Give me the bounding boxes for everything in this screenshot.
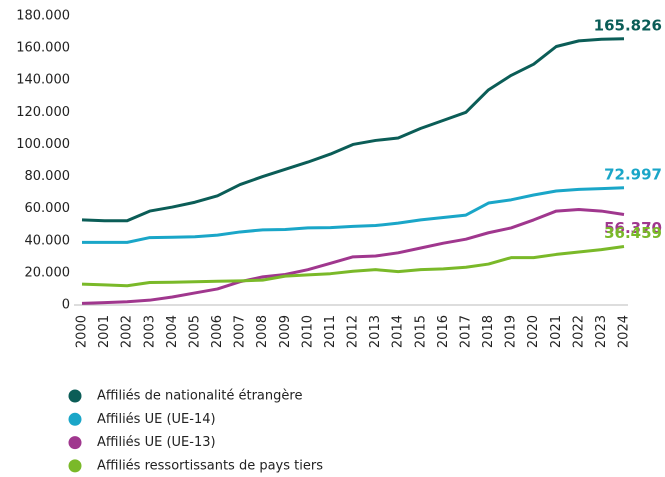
x-tick-label: 2004 — [165, 315, 180, 348]
end-value-label: 72.997 — [604, 165, 662, 183]
legend-label: Affiliés de nationalité étrangère — [97, 389, 302, 404]
x-tick-label: 2024 — [617, 315, 632, 348]
y-tick-label: 140.000 — [16, 73, 70, 88]
legend-marker — [68, 436, 82, 450]
x-tick-label: 2015 — [413, 315, 428, 348]
x-tick-label: 2022 — [571, 315, 586, 348]
x-tick-label: 2009 — [278, 315, 293, 348]
y-tick-label: 80.000 — [25, 169, 71, 184]
x-tick-label: 2014 — [391, 315, 406, 348]
x-tick-label: 2005 — [187, 315, 202, 348]
x-tick-label: 2019 — [504, 315, 519, 348]
y-tick-label: 20.000 — [25, 265, 71, 280]
series-line — [81, 207, 625, 305]
x-tick-label: 2020 — [526, 315, 541, 348]
end-value-label: 56.370 — [604, 219, 662, 237]
y-tick-label: 160.000 — [16, 41, 70, 56]
end-value-label: 36.459 — [604, 224, 662, 242]
x-tick-label: 2008 — [255, 315, 270, 348]
legend-marker — [68, 459, 82, 473]
x-tick-label: 2000 — [75, 315, 90, 348]
series-line — [82, 186, 625, 244]
y-tick-label: 60.000 — [25, 201, 71, 216]
x-tick-label: 2016 — [436, 315, 451, 348]
y-tick-label: 0 — [62, 298, 70, 313]
x-tick-label: 2023 — [594, 315, 609, 348]
legend-label: Affiliés UE (UE-14) — [97, 412, 216, 427]
x-tick-label: 2013 — [368, 315, 383, 348]
x-tick-label: 2007 — [233, 315, 248, 348]
x-tick-label: 2001 — [97, 315, 112, 348]
legend-label: Affiliés ressortissants de pays tiers — [97, 458, 323, 473]
x-tick-label: 2010 — [300, 315, 315, 348]
x-tick-label: 2006 — [210, 315, 225, 348]
series-line — [81, 37, 625, 223]
x-tick-label: 2002 — [120, 315, 135, 348]
legend-label: Affiliés UE (UE-13) — [97, 435, 216, 450]
y-tick-label: 120.000 — [16, 105, 70, 120]
series-line — [81, 244, 625, 288]
x-tick-label: 2021 — [549, 315, 564, 348]
end-value-label: 165.826 — [594, 16, 662, 34]
legend-marker — [68, 389, 82, 403]
x-tick-label: 2011 — [323, 315, 338, 348]
y-tick-label: 180.000 — [16, 9, 70, 24]
x-tick-label: 2003 — [142, 315, 157, 348]
legend-marker — [68, 412, 82, 426]
x-tick-label: 2012 — [346, 315, 361, 348]
y-tick-label: 100.000 — [16, 137, 70, 152]
x-tick-label: 2017 — [458, 315, 473, 348]
y-tick-label: 40.000 — [25, 233, 71, 248]
x-tick-label: 2018 — [481, 315, 496, 348]
